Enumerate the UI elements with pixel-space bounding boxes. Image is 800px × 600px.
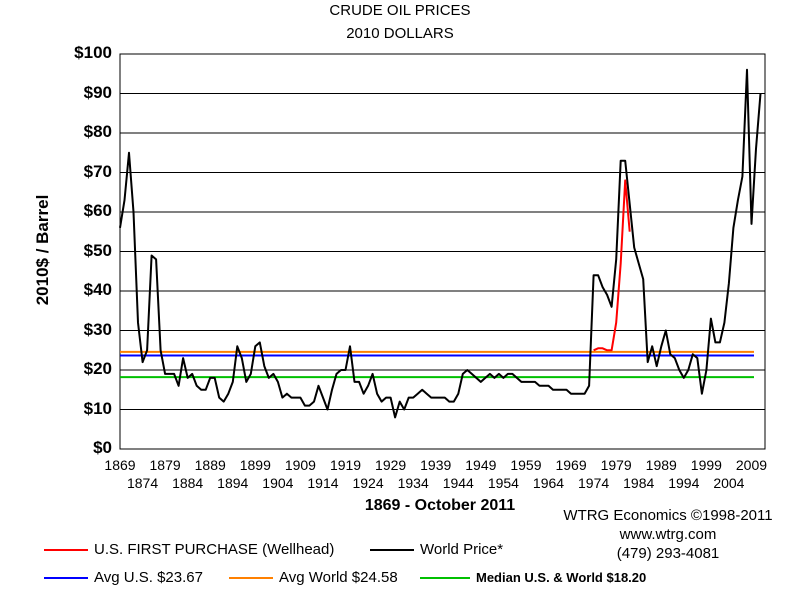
x-tick-label: 1934 bbox=[397, 475, 429, 491]
y-tick-label: $100 bbox=[74, 43, 112, 62]
legend-avg-world: Avg World $24.58 bbox=[229, 569, 398, 586]
x-tick-label: 1989 bbox=[645, 457, 677, 473]
y-axis-title: 2010$ / Barrel bbox=[33, 194, 52, 306]
y-tick-label: $80 bbox=[83, 122, 112, 141]
chart-subtitle: 2010 DOLLARS bbox=[346, 25, 454, 42]
y-tick-label: $70 bbox=[83, 161, 112, 181]
legend-label-avg-world: Avg World $24.58 bbox=[279, 569, 398, 586]
x-tick-label: 1894 bbox=[217, 475, 249, 491]
x-tick-label: 1994 bbox=[668, 475, 700, 491]
x-tick-label: 1924 bbox=[352, 475, 384, 491]
x-tick-label: 1979 bbox=[600, 457, 632, 473]
legend-label-median: Median U.S. & World $18.20 bbox=[476, 570, 647, 585]
x-tick-label: 2009 bbox=[735, 457, 768, 473]
x-tick-label: 1999 bbox=[690, 457, 722, 473]
y-tick-label: $10 bbox=[83, 398, 112, 418]
x-tick-label: 1909 bbox=[284, 457, 316, 473]
chart-plot bbox=[119, 53, 766, 450]
legend-median: Median U.S. & World $18.20 bbox=[420, 570, 646, 585]
legend-swatch-orange bbox=[229, 576, 273, 579]
legend-label-avg-us: Avg U.S. $23.67 bbox=[94, 569, 203, 586]
legend-world-price: World Price* bbox=[370, 541, 503, 558]
y-tick-label: $60 bbox=[83, 201, 112, 220]
x-tick-label: 1889 bbox=[194, 457, 226, 473]
y-tick-label: $40 bbox=[83, 280, 112, 299]
x-tick-label: 1954 bbox=[487, 475, 519, 491]
x-tick-label: 1944 bbox=[442, 475, 474, 491]
x-tick-label: 1914 bbox=[307, 475, 339, 491]
x-tick-label: 1919 bbox=[329, 457, 362, 473]
x-tick-label: 1929 bbox=[375, 457, 407, 473]
y-tick-label: $0 bbox=[93, 438, 112, 457]
legend-swatch-green bbox=[420, 576, 470, 579]
legend-swatch-red bbox=[44, 548, 88, 551]
legend-us-first-purchase: U.S. FIRST PURCHASE (Wellhead) bbox=[44, 541, 334, 558]
credit-line-1: WTRG Economics ©1998-2011 bbox=[563, 507, 773, 524]
legend-avg-us: Avg U.S. $23.67 bbox=[44, 569, 203, 586]
legend-swatch-black bbox=[370, 548, 414, 551]
legend-swatch-blue bbox=[44, 576, 88, 579]
x-tick-label: 1974 bbox=[578, 475, 610, 491]
x-tick-label: 1899 bbox=[239, 457, 271, 473]
x-axis-title: 1869 - October 2011 bbox=[364, 497, 516, 514]
x-tick-label: 1949 bbox=[465, 457, 497, 473]
x-tick-label: 1939 bbox=[420, 457, 452, 473]
credit-line-2: www.wtrg.com bbox=[619, 526, 717, 543]
y-tick-label: $50 bbox=[83, 240, 112, 260]
series-line-world-price bbox=[119, 68, 762, 419]
x-tick-label: 1959 bbox=[510, 457, 542, 473]
chart-title: CRUDE OIL PRICES bbox=[329, 2, 471, 19]
legend-label-us-first-purchase: U.S. FIRST PURCHASE (Wellhead) bbox=[94, 541, 335, 558]
x-tick-label: 1969 bbox=[555, 457, 587, 473]
x-tick-label: 1984 bbox=[623, 475, 655, 491]
series-line-us-first-purchase bbox=[593, 179, 631, 352]
credit-line-3: (479) 293-4081 bbox=[616, 545, 720, 562]
y-tick-label: $90 bbox=[83, 82, 112, 102]
x-tick-label: 1869 bbox=[104, 457, 136, 473]
x-tick-label: 1874 bbox=[126, 475, 159, 491]
y-tick-label: $20 bbox=[83, 359, 112, 378]
x-tick-label: 2004 bbox=[713, 475, 745, 491]
plot-frame bbox=[119, 53, 766, 450]
y-tick-label: $30 bbox=[83, 319, 112, 339]
x-tick-label: 1964 bbox=[532, 475, 565, 491]
legend-label-world-price: World Price* bbox=[420, 541, 504, 558]
x-tick-label: 1904 bbox=[262, 475, 294, 491]
x-tick-label: 1884 bbox=[172, 475, 204, 491]
x-tick-label: 1879 bbox=[149, 457, 181, 473]
